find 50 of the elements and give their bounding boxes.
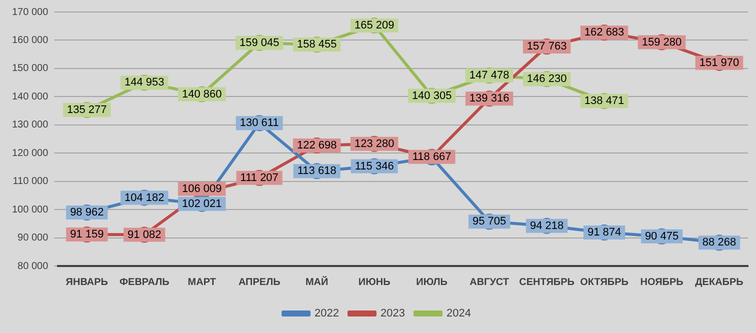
data-label: 104 182 <box>124 192 164 204</box>
data-label: 151 970 <box>699 56 740 69</box>
data-label: 138 471 <box>584 95 624 108</box>
y-tick-label: 120 000 <box>12 148 49 159</box>
y-tick-label: 130 000 <box>12 120 49 131</box>
data-label: 118 667 <box>412 150 452 163</box>
x-tick-label: ФЕВРАЛЬ <box>119 276 170 288</box>
data-label: 147 478 <box>469 70 510 82</box>
data-label: 159 045 <box>239 36 280 49</box>
x-tick-label: МАРТ <box>188 276 216 288</box>
data-label: 130 611 <box>240 117 279 130</box>
data-label: 165 209 <box>354 20 394 32</box>
data-label: 139 316 <box>469 92 510 105</box>
y-tick-label: 100 000 <box>12 204 49 216</box>
x-tick-label: ДЕКАБРЬ <box>695 276 744 288</box>
data-label: 140 860 <box>182 88 222 100</box>
x-tick-label: АВГУСТ <box>470 276 510 288</box>
x-tick-label: ОКТЯБРЬ <box>580 276 628 288</box>
legend-label: 2024 <box>446 308 471 320</box>
y-tick-label: 170 000 <box>12 6 49 18</box>
data-label: 135 277 <box>67 104 107 116</box>
x-tick-label: ЯНВАРЬ <box>66 276 108 288</box>
y-tick-label: 90 000 <box>18 232 49 244</box>
x-tick-label: АПРЕЛЬ <box>238 276 280 288</box>
data-label: 111 207 <box>240 172 278 184</box>
x-tick-label: ИЮНЬ <box>358 276 390 288</box>
data-label: 122 698 <box>296 140 337 152</box>
data-label: 102 021 <box>182 198 222 210</box>
x-tick-label: СЕНТЯБРЬ <box>519 276 574 288</box>
data-label: 123 280 <box>354 138 394 150</box>
data-label: 113 618 <box>297 165 336 178</box>
x-tick-label: МАЙ <box>305 274 328 288</box>
data-label: 144 953 <box>124 76 164 89</box>
data-label: 158 455 <box>296 38 337 51</box>
data-label: 157 763 <box>526 40 567 53</box>
x-tick-label: ИЮЛЬ <box>416 276 448 288</box>
y-tick-label: 80 000 <box>18 260 49 272</box>
y-tick-label: 140 000 <box>12 91 49 102</box>
legend-label: 2023 <box>380 308 405 320</box>
y-tick-label: 150 000 <box>12 63 49 74</box>
x-tick-label: НОЯБРЬ <box>640 276 684 288</box>
data-label: 159 280 <box>642 36 682 48</box>
data-label: 146 230 <box>526 73 567 86</box>
data-label: 162 683 <box>584 26 624 39</box>
y-tick-label: 160 000 <box>12 34 49 46</box>
data-label: 106 009 <box>182 182 222 195</box>
data-label: 140 305 <box>412 90 452 102</box>
data-label: 115 346 <box>354 160 394 172</box>
y-tick-label: 110 000 <box>12 176 49 188</box>
legend-label: 2022 <box>314 308 340 320</box>
